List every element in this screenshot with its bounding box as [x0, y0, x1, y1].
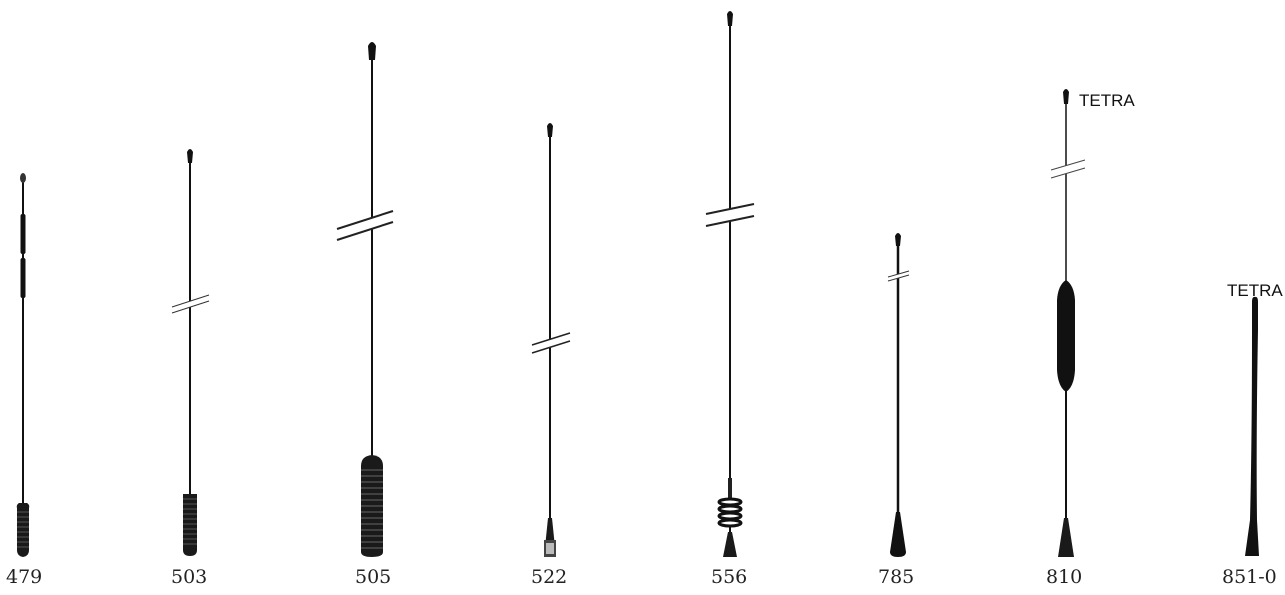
model-label-505: 505 [355, 566, 392, 588]
antenna-503 [171, 149, 210, 556]
band-label-851-0: TETRA [1227, 281, 1283, 300]
model-label-851-0: 851-0 [1222, 566, 1277, 588]
model-label-503: 503 [171, 566, 208, 588]
model-label-479: 479 [6, 566, 43, 588]
model-label-556: 556 [711, 566, 748, 588]
antenna-522 [531, 123, 571, 557]
antenna-851-0 [1245, 296, 1259, 556]
model-label-785: 785 [878, 566, 915, 588]
model-label-522: 522 [531, 566, 568, 588]
antenna-810 [1050, 89, 1086, 557]
antenna-479 [16, 173, 30, 557]
antenna-505 [336, 42, 394, 557]
model-label-810: 810 [1046, 566, 1083, 588]
antenna-785 [887, 233, 910, 557]
antenna-556 [705, 11, 755, 557]
band-label-810: TETRA [1079, 91, 1135, 110]
